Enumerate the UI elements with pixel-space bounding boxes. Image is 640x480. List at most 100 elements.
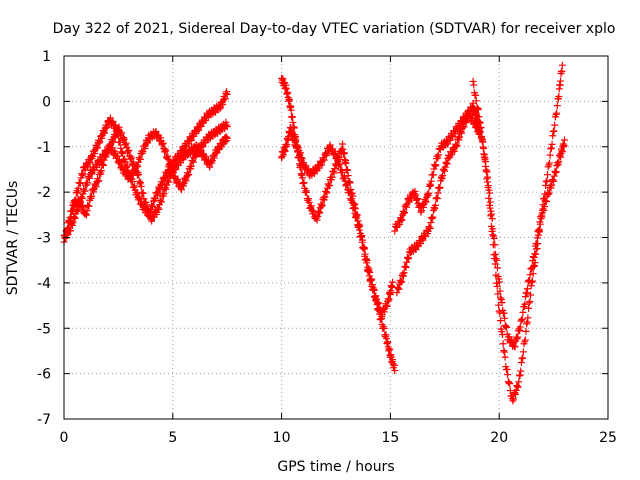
data-point [399, 272, 407, 280]
data-point-sample [120, 134, 128, 142]
data-point [550, 177, 558, 185]
data-point-sample [122, 139, 130, 147]
data-point-sample [320, 156, 328, 164]
data-point-sample [326, 141, 334, 149]
data-point [389, 278, 397, 286]
data-point-sample [97, 167, 105, 175]
data-point-sample [501, 353, 509, 361]
data-point-sample [68, 221, 76, 229]
data-point-sample [412, 191, 420, 199]
data-point [391, 367, 399, 375]
data-point [469, 77, 477, 85]
data-point [471, 108, 479, 116]
data-point-sample [394, 284, 402, 292]
data-point-sample [401, 263, 409, 271]
data-point-sample [480, 150, 488, 158]
data-point-sample [555, 93, 563, 101]
data-point-sample [533, 240, 541, 248]
x-tick-label: 20 [490, 430, 508, 446]
data-point-sample [529, 257, 537, 265]
data-point-sample [111, 133, 119, 141]
data-point-sample [368, 282, 376, 290]
data-point [365, 267, 373, 275]
data-point-sample [302, 162, 310, 170]
data-point-sample [221, 95, 229, 103]
data-point [206, 163, 214, 171]
data-point-sample [63, 226, 71, 234]
data-point-sample [97, 170, 105, 178]
data-point-sample [492, 255, 500, 263]
data-point-sample [202, 153, 210, 161]
data-point-sample [401, 208, 409, 216]
data-point-sample [488, 215, 496, 223]
data-point-sample [486, 204, 494, 212]
data-point-sample [434, 154, 442, 162]
data-point-sample [121, 158, 129, 166]
data-point-sample [486, 198, 494, 206]
data-point-sample [489, 225, 497, 233]
x-tick-label: 5 [168, 430, 177, 446]
data-point-sample [429, 206, 437, 214]
data-point-sample [156, 186, 164, 194]
data-point-sample [513, 335, 521, 343]
data-point-sample [187, 136, 195, 144]
data-point-sample [557, 77, 565, 85]
data-point-sample [374, 299, 382, 307]
data-point-sample [95, 139, 103, 147]
data-point-sample [411, 187, 419, 195]
data-point-sample [431, 201, 439, 209]
data-point-sample [137, 182, 145, 190]
y-axis-label: SDTVAR / TECUs [5, 181, 21, 296]
data-point-sample [210, 154, 218, 162]
data-point-sample [503, 323, 511, 331]
data-point-sample [506, 380, 514, 388]
data-point-sample [473, 116, 481, 124]
data-point-sample [61, 234, 69, 242]
data-point-sample [79, 203, 87, 211]
data-point-sample [490, 234, 498, 242]
data-point-sample [413, 195, 421, 203]
data-point-sample [470, 81, 478, 89]
data-point [439, 172, 447, 180]
data-point-sample [545, 189, 553, 197]
data-point-sample [360, 245, 368, 253]
data-point-sample [162, 147, 170, 155]
data-point-sample [307, 202, 315, 210]
data-point-sample [476, 125, 484, 133]
data-point-sample [320, 196, 328, 204]
data-point-sample [552, 168, 560, 176]
data-point-sample [506, 387, 514, 395]
data-point-sample [444, 140, 452, 148]
data-point-sample [166, 160, 174, 168]
data-point [339, 168, 347, 176]
series-2 [60, 118, 231, 242]
data-point-sample [497, 294, 505, 302]
data-point-sample [363, 259, 371, 267]
data-point-sample [516, 323, 524, 331]
series-9 [471, 108, 568, 351]
data-point-sample [283, 141, 291, 149]
data-point-sample [540, 203, 548, 211]
data-point-sample [315, 208, 323, 216]
data-point [119, 150, 127, 158]
data-point-sample [427, 219, 435, 227]
data-point-sample [148, 217, 156, 225]
data-point-sample [429, 213, 437, 221]
data-point-sample [185, 170, 193, 178]
data-point-sample [486, 189, 494, 197]
series-4 [278, 74, 399, 375]
data-point-sample [359, 243, 367, 251]
data-point-sample [83, 207, 91, 215]
x-tick-label: 15 [381, 430, 399, 446]
data-point-sample [182, 177, 190, 185]
data-point-sample [402, 263, 410, 271]
data-point-sample [111, 121, 119, 129]
data-point-sample [523, 318, 531, 326]
data-point-sample [318, 161, 326, 169]
series-8 [469, 61, 566, 405]
data-point-sample [343, 180, 351, 188]
data-point-sample [403, 258, 411, 266]
data-point-sample [90, 188, 98, 196]
data-point-sample [400, 209, 408, 217]
